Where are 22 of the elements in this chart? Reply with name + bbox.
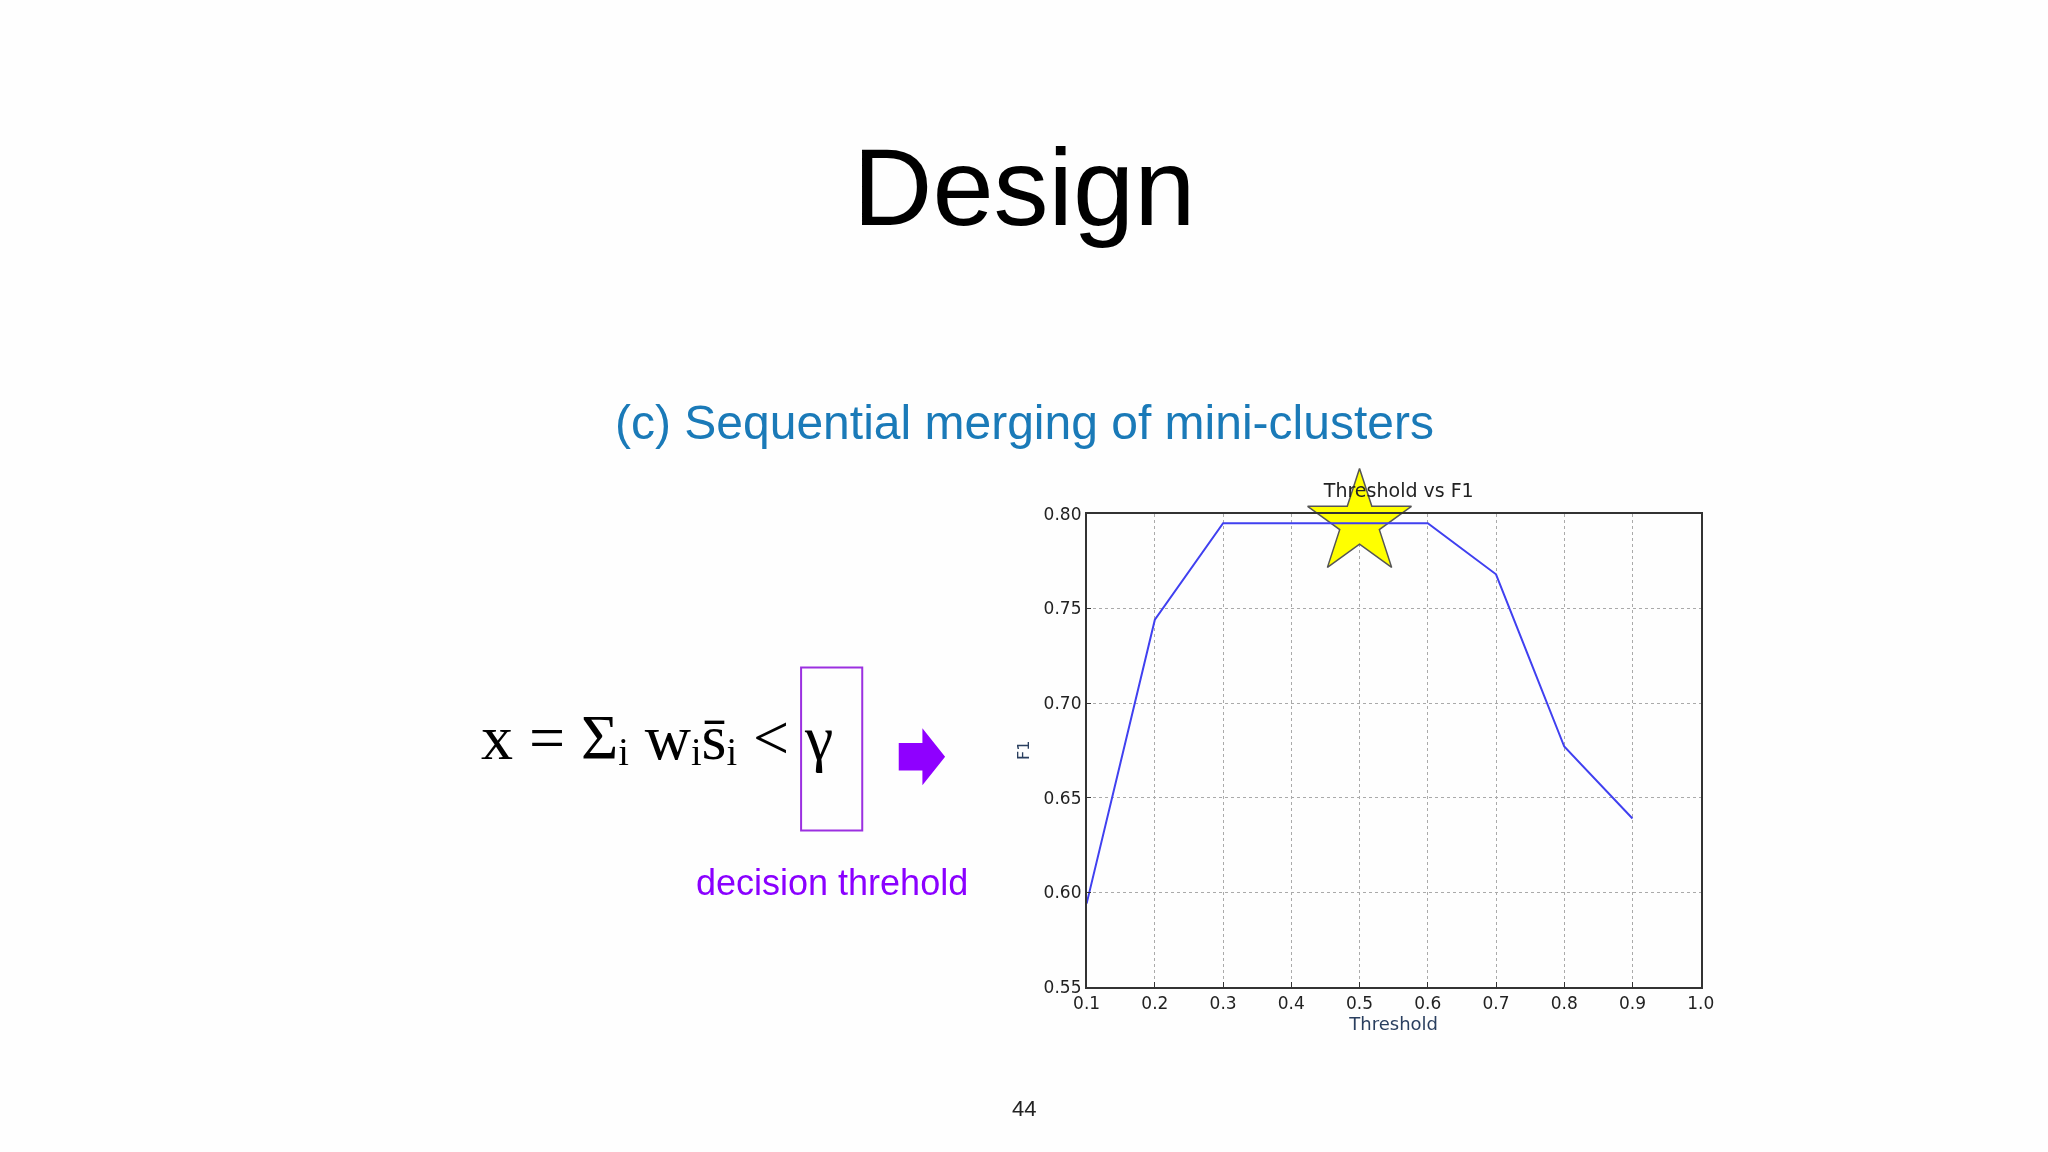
x-tick-label: 0.9 — [1618, 993, 1646, 1014]
x-tick-label: 0.3 — [1209, 993, 1237, 1014]
text: Design — [853, 125, 1196, 248]
y-tick-label: 0.80 — [1043, 503, 1082, 524]
x-tick-label: 0.7 — [1482, 993, 1510, 1014]
line-series — [1086, 522, 1634, 905]
x-tick-label: 0.5 — [1346, 993, 1374, 1014]
x-tick-label: 0.6 — [1414, 993, 1442, 1014]
x-tick-label: 0.2 — [1141, 993, 1169, 1014]
text: decision threhold — [696, 862, 969, 903]
y-tick-label: 0.70 — [1043, 692, 1082, 713]
x-tick-label: 0.8 — [1550, 993, 1578, 1014]
x-axis-title: Threshold — [1348, 1013, 1439, 1035]
text: x = Σᵢ wᵢs̄ᵢ < γ — [481, 702, 834, 773]
x-tick-label: 0.4 — [1277, 993, 1305, 1014]
y-axis-title: F1 — [1014, 740, 1034, 761]
text: 44 — [1012, 1096, 1037, 1121]
y-tick-label: 0.75 — [1043, 598, 1082, 619]
text: (c) Sequential merging of mini-clusters — [615, 396, 1434, 449]
y-tick-label: 0.60 — [1043, 882, 1082, 903]
x-tick-label: 1.0 — [1687, 993, 1715, 1014]
y-tick-label: 0.65 — [1043, 787, 1082, 808]
